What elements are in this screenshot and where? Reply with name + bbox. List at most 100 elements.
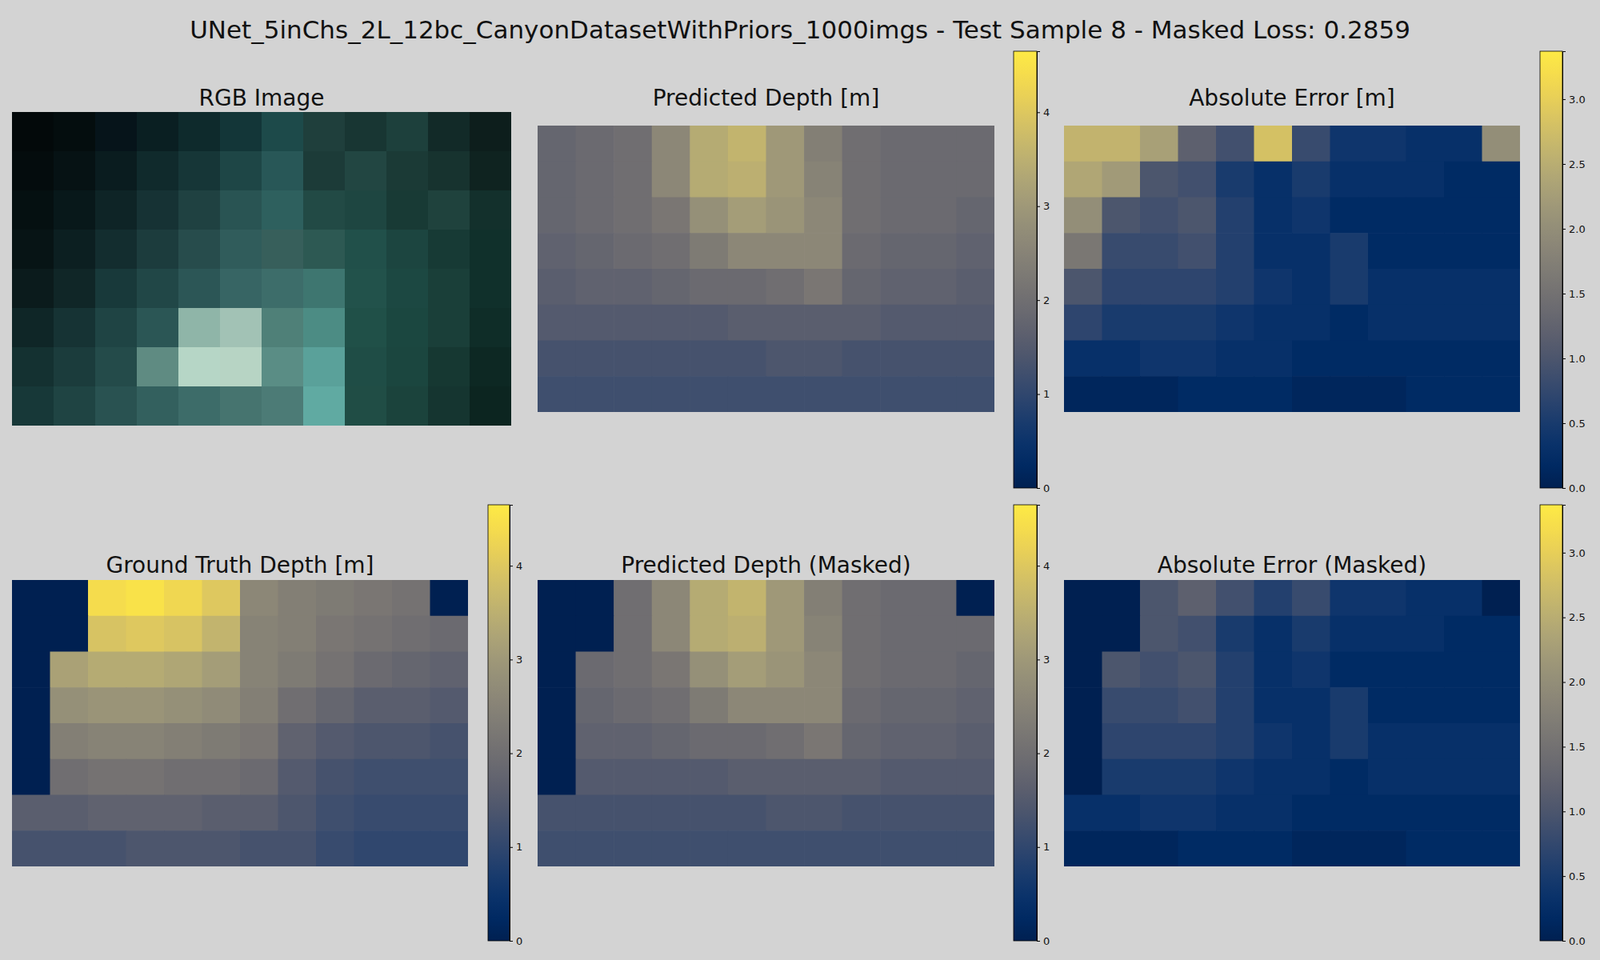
- heatmap-cell: [354, 723, 393, 760]
- heatmap-cell: [766, 687, 805, 724]
- heatmap-cell: [164, 723, 203, 760]
- heatmap-cell: [1178, 687, 1217, 724]
- heatmap-cell: [652, 830, 691, 867]
- heatmap-cell: [537, 125, 576, 162]
- heatmap-cell: [1102, 759, 1141, 796]
- colorbar-axis: 0.00.51.01.52.02.53.0: [1562, 505, 1586, 948]
- heatmap-cell: [12, 687, 51, 724]
- heatmap-cell: [1140, 232, 1179, 269]
- heatmap-cell: [1102, 723, 1141, 760]
- heatmap-cell: [689, 616, 728, 652]
- heatmap-cell: [1368, 268, 1407, 305]
- tick-mark: [1562, 746, 1566, 748]
- heatmap-cell: [1064, 232, 1103, 269]
- colorbar-tick: 4: [1036, 106, 1050, 119]
- heatmap-cell: [766, 125, 805, 162]
- heatmap-cell: [1254, 616, 1293, 652]
- heatmap-cell: [1102, 304, 1141, 341]
- heatmap-cell: [1254, 830, 1293, 867]
- heatmap-cell: [956, 197, 995, 234]
- heatmap-cell: [652, 723, 691, 760]
- pixel-block: [95, 190, 138, 231]
- colorbar-tick: 1: [509, 840, 523, 853]
- tick-label: 0: [1043, 935, 1050, 948]
- tick-label: 0.5: [1568, 870, 1586, 883]
- heatmap-cell: [956, 340, 995, 377]
- heatmap-cell: [956, 795, 995, 832]
- colorbar: 01234: [1013, 504, 1050, 948]
- heatmap-cell: [766, 652, 805, 688]
- heatmap-cell: [1178, 652, 1217, 688]
- heatmap-cell: [652, 759, 691, 796]
- heatmap-cell: [1368, 652, 1407, 688]
- heatmap-cell: [842, 161, 881, 198]
- pixel-block: [136, 112, 180, 152]
- heatmap-cell: [240, 830, 279, 867]
- heatmap-cell: [842, 723, 881, 760]
- heatmap-cell: [918, 616, 957, 652]
- colorbar-axis-line: [1563, 52, 1567, 489]
- pixel-block: [95, 268, 138, 309]
- heatmap-cell: [316, 580, 355, 616]
- pixel-block: [136, 151, 180, 192]
- heatmap-cell: [12, 795, 51, 832]
- pixel-block: [469, 229, 512, 270]
- heatmap-cell: [1482, 830, 1521, 867]
- heatmap-cell: [652, 580, 691, 616]
- heatmap-cell: [537, 161, 576, 198]
- pixel-block: [344, 229, 388, 270]
- heatmap-cell: [689, 759, 728, 796]
- heatmap-cell: [1064, 616, 1103, 652]
- heatmap-cell: [430, 616, 469, 652]
- heatmap-cell: [1178, 580, 1217, 616]
- heatmap-cell: [1292, 340, 1331, 377]
- heatmap-cell: [1368, 759, 1407, 796]
- heatmap-cell: [842, 268, 881, 305]
- tick-mark: [1562, 423, 1566, 424]
- heatmap-cell: [1368, 687, 1407, 724]
- pixel-block: [12, 268, 55, 309]
- heatmap-cell: [1292, 161, 1331, 198]
- heatmap-cell: [1064, 580, 1103, 616]
- pixel-block: [220, 268, 263, 309]
- heatmap-cell: [689, 795, 728, 832]
- heatmap-cell: [689, 376, 728, 412]
- heatmap-cell: [804, 268, 843, 305]
- panel-title: Absolute Error [m]: [1188, 84, 1396, 112]
- heatmap-cell: [1406, 376, 1445, 412]
- heatmap-cell: [1444, 795, 1483, 832]
- heatmap-cell: [1064, 197, 1103, 234]
- colorbar-axis-line: [510, 505, 514, 942]
- heatmap-cell: [1178, 197, 1217, 234]
- heatmap-cell: [956, 304, 995, 341]
- heatmap-cell: [689, 197, 728, 234]
- pixel-block: [178, 151, 221, 192]
- colorbar-axis-line: [1037, 505, 1041, 942]
- heatmap-cell: [1292, 268, 1331, 305]
- pixel-block: [469, 386, 512, 426]
- heatmap-cell: [1330, 376, 1369, 412]
- heatmap-cell: [126, 723, 165, 760]
- heatmap-cell: [1330, 580, 1369, 616]
- heatmap-cell: [918, 723, 957, 760]
- heatmap-cell: [430, 723, 469, 760]
- heatmap-cell: [766, 340, 805, 377]
- heatmap-cell: [1102, 232, 1141, 269]
- pixel-block: [220, 112, 263, 152]
- heatmap-cell: [842, 376, 881, 412]
- heatmap-cell: [1178, 759, 1217, 796]
- heatmap-cell: [956, 268, 995, 305]
- panel-title: Predicted Depth (Masked): [620, 552, 912, 579]
- heatmap-cell: [1140, 652, 1179, 688]
- tick-label: 2: [516, 747, 523, 760]
- heatmap-cell: [1406, 125, 1445, 162]
- heatmap-cell: [956, 652, 995, 688]
- pixel-block: [220, 190, 263, 231]
- heatmap-cell: [1292, 759, 1331, 796]
- heatmap-cell: [689, 652, 728, 688]
- tick-label: 1.5: [1568, 288, 1586, 300]
- heatmap-cell: [766, 759, 805, 796]
- colorbar-tick: 1.5: [1562, 740, 1586, 753]
- heatmap-cell: [1482, 723, 1521, 760]
- heatmap-cell: [1178, 232, 1217, 269]
